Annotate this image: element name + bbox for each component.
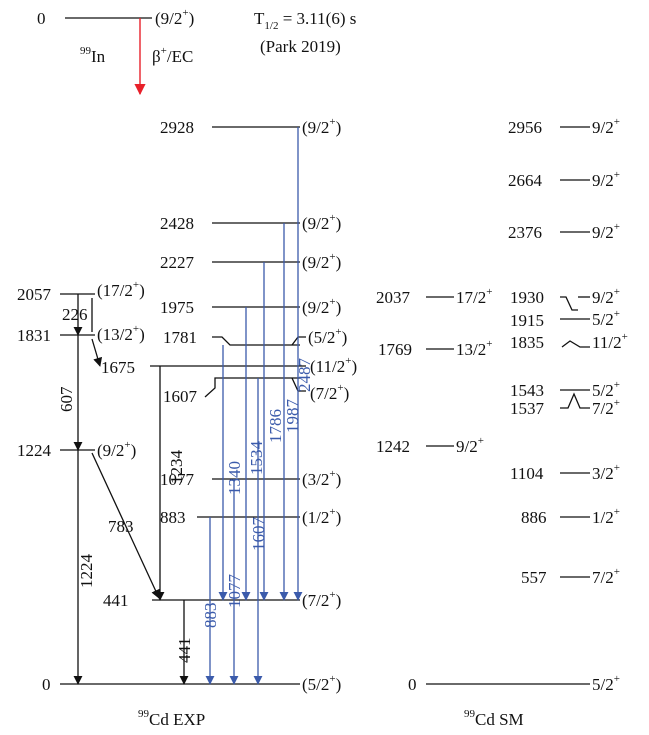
- level-spin-2428: (9/2+): [302, 212, 341, 233]
- level-spin-1077: (3/2+): [302, 468, 341, 489]
- level-spin-1781: (5/2+): [308, 326, 347, 347]
- level-spin-2227: (9/2+): [302, 251, 341, 272]
- sm-spin-2956: 9/2+: [592, 116, 620, 137]
- gamma-arrow-783: [91, 452, 160, 599]
- level-spin-883: (1/2+): [302, 506, 341, 527]
- sm-tie-1930: [560, 296, 578, 311]
- level-energy-441: 441: [103, 591, 129, 610]
- level-spin-2057: (17/2+): [97, 279, 145, 300]
- gamma-label-2487: 2487: [295, 358, 314, 393]
- gamma-arrow-1831-1675: [91, 338, 103, 367]
- level-energy-1975: 1975: [160, 298, 194, 317]
- gamma-label-1534: 1534: [247, 441, 266, 476]
- level-energy-1831: 1831: [17, 326, 51, 345]
- level-energy-2928: 2928: [160, 118, 194, 137]
- level-energy-1781: 1781: [163, 328, 197, 347]
- sm-energy-1537: 1537: [510, 399, 545, 418]
- gamma-label-226: 226: [62, 305, 88, 324]
- level-energy-1607: 1607: [163, 387, 198, 406]
- spin-tie-1781: [291, 336, 306, 346]
- sm-energy-2037: 2037: [376, 288, 411, 307]
- sm-energy-1769: 1769: [378, 340, 412, 359]
- gamma-label-1786: 1786: [266, 409, 285, 443]
- black-transitions: 226 607 1234 783 1224 441: [57, 294, 194, 685]
- sm-spin-1242: 9/2+: [456, 435, 484, 456]
- gamma-label-1077: 1077: [225, 574, 244, 609]
- level-spin-1831: (13/2+): [97, 323, 145, 344]
- sm-energy-1104: 1104: [510, 464, 544, 483]
- sm-spin-1835: 11/2+: [592, 331, 628, 352]
- exp-levels: 2928 (9/2+) 2428 (9/2+) 2227 (9/2+) 1975…: [42, 116, 357, 694]
- sm-energy-1915: 1915: [510, 311, 544, 330]
- sm-energy-557: 557: [521, 568, 547, 587]
- level-line-1607: [204, 377, 300, 398]
- level-energy-1077: 1077: [160, 470, 195, 489]
- level-energy-1224: 1224: [17, 441, 52, 460]
- level-spin-1607: (7/2+): [310, 382, 349, 403]
- level-energy-2057: 2057: [17, 285, 52, 304]
- sm-energy-0: 0: [408, 675, 417, 694]
- parent-state: 0 (9/2+) T1/2 = 3.11(6) s (Park 2019) 99…: [37, 7, 356, 96]
- gamma-label-1607: 1607: [249, 517, 268, 552]
- parent-energy: 0: [37, 9, 46, 28]
- parent-half-life: T1/2 = 3.11(6) s: [254, 9, 356, 32]
- level-energy-2428: 2428: [160, 214, 194, 233]
- parent-spin: (9/2+): [155, 7, 194, 28]
- gamma-label-441: 441: [175, 638, 194, 664]
- sm-spin-557: 7/2+: [592, 566, 620, 587]
- reference-label: (Park 2019): [260, 37, 341, 56]
- gamma-label-1340: 1340: [225, 461, 244, 495]
- sm-level-line-1835: [561, 340, 590, 348]
- sm-levels: 2956 9/2+ 2664 9/2+ 2376 9/2+ 2037 17/2+…: [376, 116, 628, 694]
- sm-spin-2664: 9/2+: [592, 169, 620, 190]
- level-spin-1224: (9/2+): [97, 439, 136, 460]
- parent-nucleus: 99In: [80, 45, 106, 66]
- level-energy-2227: 2227: [160, 253, 195, 272]
- gamma-label-1234: 1234: [167, 450, 186, 485]
- sm-spin-1537: 7/2+: [592, 397, 620, 418]
- sm-energy-2664: 2664: [508, 171, 543, 190]
- level-spin-0: (5/2+): [302, 673, 341, 694]
- level-spin-1675: (11/2+): [310, 355, 357, 376]
- sm-spin-886: 1/2+: [592, 506, 620, 527]
- sm-level-line-1537: [560, 392, 590, 409]
- decay-mode: β+/EC: [152, 45, 193, 66]
- sm-energy-1242: 1242: [376, 437, 410, 456]
- level-energy-0: 0: [42, 675, 51, 694]
- level-line-1781: [212, 336, 300, 346]
- sm-column-title: 99Cd SM: [464, 708, 524, 729]
- gamma-label-1987: 1987: [283, 399, 302, 434]
- gamma-label-607: 607: [57, 386, 76, 412]
- sm-energy-1543: 1543: [510, 381, 544, 400]
- sm-spin-2037: 17/2+: [456, 286, 492, 307]
- level-spin-1975: (9/2+): [302, 296, 341, 317]
- level-spin-2928: (9/2+): [302, 116, 341, 137]
- sm-spin-1930: 9/2+: [592, 286, 620, 307]
- sm-energy-1930: 1930: [510, 288, 544, 307]
- gamma-label-883: 883: [201, 603, 220, 629]
- gamma-label-1224: 1224: [77, 554, 96, 589]
- sm-spin-1543: 5/2+: [592, 379, 620, 400]
- sm-spin-1104: 3/2+: [592, 462, 620, 483]
- blue-transitions: 883 1077 1340 1534 1607 1786 1987 2487: [201, 127, 314, 685]
- sm-spin-0: 5/2+: [592, 673, 620, 694]
- sm-spin-2376: 9/2+: [592, 221, 620, 242]
- level-energy-883: 883: [160, 508, 186, 527]
- yrast-band: 2057 (17/2+) 1831 (13/2+) 1224 (9/2+): [17, 279, 145, 460]
- level-energy-1675: 1675: [101, 358, 135, 377]
- gamma-label-783: 783: [108, 517, 134, 536]
- sm-spin-1915: 5/2+: [592, 308, 620, 329]
- sm-energy-1835: 1835: [510, 333, 544, 352]
- sm-energy-2376: 2376: [508, 223, 542, 242]
- sm-spin-1769: 13/2+: [456, 338, 492, 359]
- exp-column-title: 99Cd EXP: [138, 708, 205, 729]
- sm-energy-886: 886: [521, 508, 547, 527]
- level-spin-441: (7/2+): [302, 589, 341, 610]
- sm-energy-2956: 2956: [508, 118, 542, 137]
